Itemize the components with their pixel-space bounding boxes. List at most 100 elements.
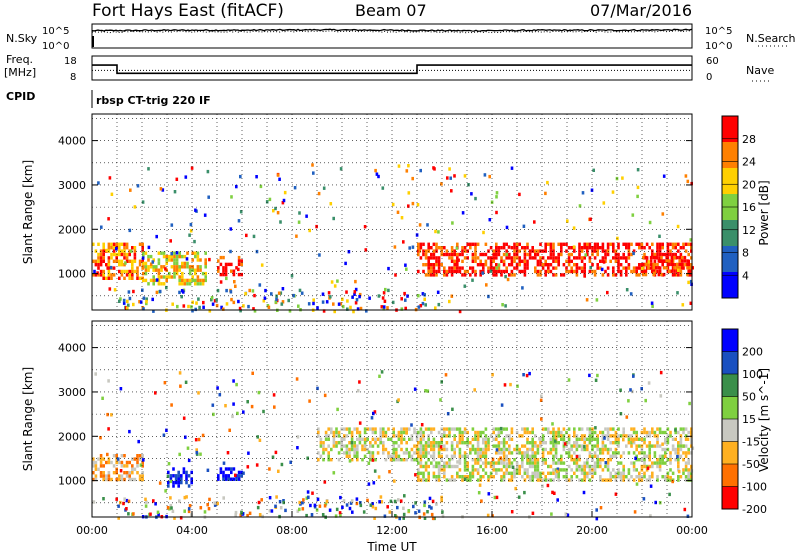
velocity-cell [521,458,524,462]
velocity-point [480,499,483,503]
velocity-point [486,513,490,518]
velocity-cell [500,430,503,435]
velocity-cell [586,444,589,448]
power-point [197,297,200,301]
velocity-cell [674,458,677,462]
power-point [290,274,294,278]
power-cell [419,246,423,250]
power-ground-point [380,305,384,309]
velocity-cell [343,451,346,455]
power-cell [690,263,693,267]
velocity-cell [324,434,328,438]
velocity-cell [419,427,423,431]
velocity-cell [570,468,573,472]
power-cell [144,268,148,272]
power-cell [675,266,679,270]
velocity-cell [578,478,581,482]
power-cell [102,256,105,260]
power-cell [521,259,524,263]
power-point [463,284,467,288]
power-point [194,208,197,212]
velocity-cell [583,434,586,438]
velocity-point [169,479,173,484]
velocity-point [116,457,120,461]
power-point [505,225,509,230]
velocity-cell [664,454,667,458]
power-ground-point [275,297,278,302]
velocity-cell [115,460,118,465]
power-cell [125,259,129,263]
velocity-cell [443,430,446,435]
power-cell [152,268,155,272]
velocity-cell [474,451,477,455]
power-cell [170,275,174,279]
power-ground-point [403,291,406,296]
power-cell [181,261,184,266]
velocity-cell [632,464,636,469]
power-cell [528,256,532,260]
power-cell [123,246,126,250]
velocity-cell [549,471,553,475]
power-cell [670,255,674,260]
power-ground-point [321,292,325,296]
velocity-cell [92,471,95,475]
velocity-cell [484,461,488,465]
velocity-cell [596,454,599,458]
power-cell [152,275,155,279]
velocity-cell [669,454,672,458]
velocity-cell [635,437,638,441]
power-colorbar-label: Power [dB] [757,180,771,245]
power-cell [593,242,597,246]
velocity-cell [580,464,584,469]
power-cell [557,263,560,267]
power-cell [508,252,511,257]
velocity-cell [588,441,592,445]
colorbar-tick-label: 20 [742,178,756,191]
velocity-cell [505,471,508,475]
power-ground-point [316,306,319,310]
velocity-cell [632,461,636,465]
power-ground-point [191,309,194,313]
velocity-cell [523,468,527,472]
power-cell [625,273,628,277]
velocity-cell [107,460,111,465]
velocity-cell [335,441,338,445]
velocity-cell [554,444,558,448]
velocity-cell [502,471,506,475]
velocity-cell [630,441,633,445]
power-point [402,240,405,244]
velocity-cell [141,477,144,482]
power-ground-point [182,290,185,294]
power-point [308,228,311,233]
velocity-cell [463,441,467,445]
velocity-point [211,403,215,407]
power-point [122,301,126,305]
power-cell [152,282,155,286]
velocity-cell [476,471,480,475]
power-cell [539,256,542,260]
velocity-point [99,436,102,440]
velocity-cell [353,444,356,448]
power-point [155,278,159,282]
velocity-cell [402,430,406,435]
velocity-cell [684,437,688,441]
velocity-cell [440,441,443,445]
velocity-cell [534,441,537,445]
velocity-cell [591,437,594,441]
velocity-cell [541,441,545,445]
velocity-point [614,492,618,496]
velocity-cell [432,454,436,458]
velocity-cell [345,454,349,458]
power-point [507,245,511,249]
velocity-ground-point [268,496,272,500]
velocity-point [377,475,381,479]
power-cell [128,273,131,277]
power-cell [175,268,179,272]
velocity-cell [666,447,670,452]
velocity-cell [690,441,693,445]
colorbar-tick-label: -200 [742,503,767,516]
velocity-cell [622,471,625,475]
power-point [662,174,666,178]
power-cell [510,259,514,263]
velocity-cell [397,430,401,435]
